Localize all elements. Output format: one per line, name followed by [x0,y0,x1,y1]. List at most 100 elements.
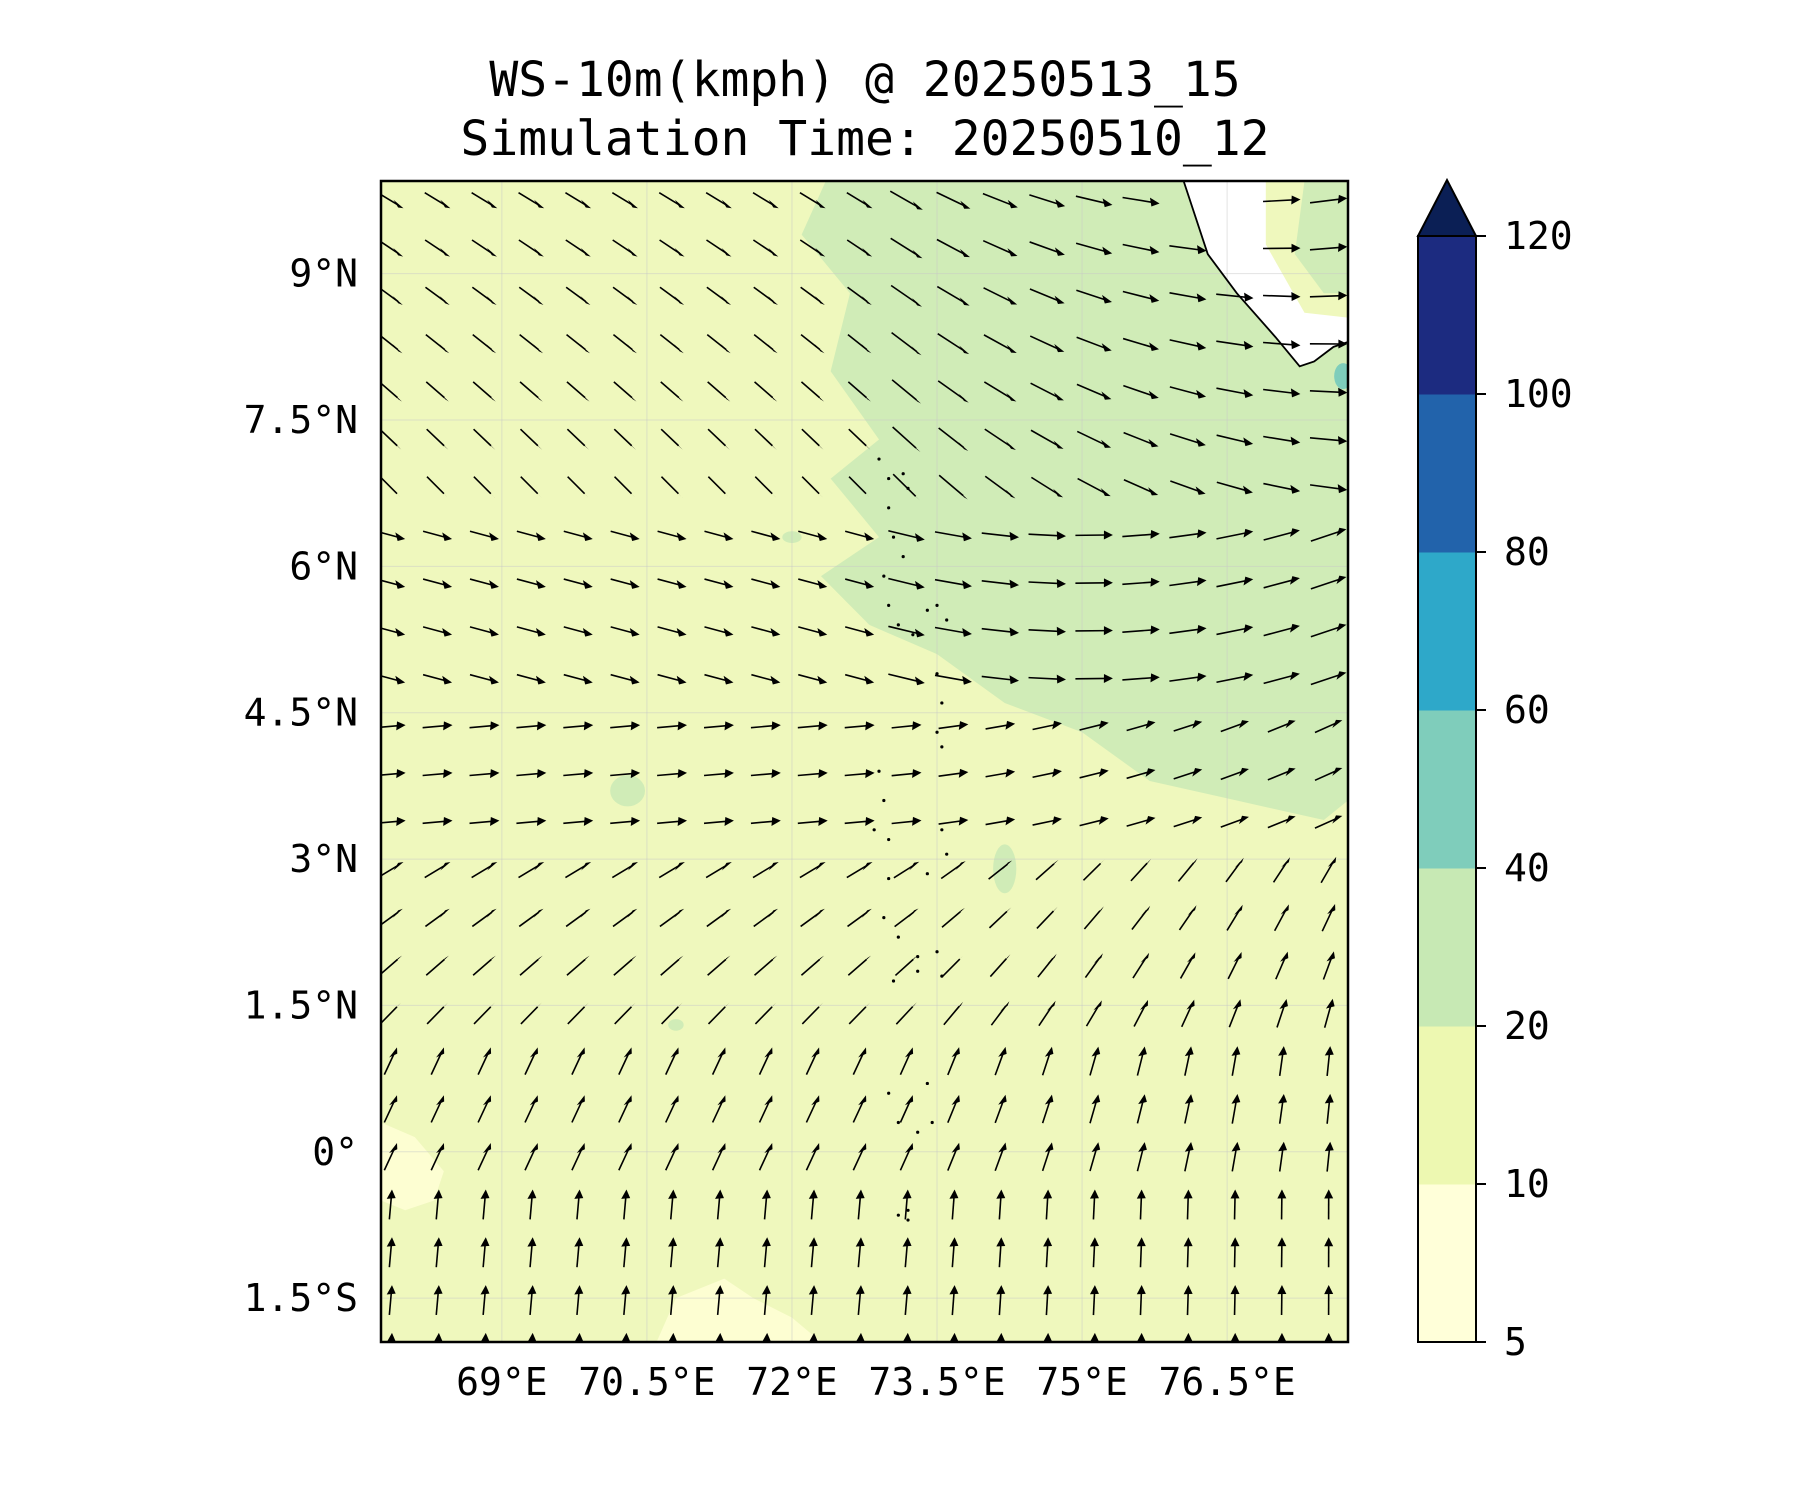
wind-vector [1220,767,1249,781]
wind-vector [703,721,734,731]
wind-vector [805,1143,820,1171]
wind-vector [1263,340,1301,350]
wind-vector [1084,953,1103,979]
wind-vector [844,530,875,542]
island-dot [877,457,881,461]
wind-vector [902,1189,912,1220]
wind-vector [1277,1332,1287,1342]
wind-vector [566,381,590,402]
lat-tick-label: 4.5°N [244,691,358,735]
wind-vector [658,192,685,209]
wind-vector [1267,719,1296,733]
wind-vector [996,1189,1006,1220]
wind-vector [846,239,873,257]
wind-vector [949,1189,959,1220]
wind-vector [855,1237,865,1268]
wind-vector [799,192,826,209]
wind-vector [1123,431,1159,448]
wind-vector [611,862,639,879]
wind-vector [1169,245,1207,255]
wind-vector [469,816,500,826]
wind-vector [381,955,403,975]
wind-vector [947,1142,960,1171]
island-dot [896,935,900,939]
colorbar-tick-label: 5 [1504,1320,1527,1364]
wind-vector [1324,1141,1334,1172]
wind-vector [852,1047,867,1075]
wind-vector [1321,904,1336,932]
island-dot [916,969,920,973]
wind-vector [610,673,640,685]
coastline-india [1182,181,1348,368]
wind-vector [426,476,449,498]
wind-vector [518,286,544,305]
wind-vector [1028,674,1066,684]
lat-tick-label: 3°N [289,837,358,881]
wind-vector [422,626,453,637]
wind-vector [761,1189,771,1220]
wind-vector [1075,673,1113,683]
island-dot [887,837,891,842]
wind-vector [1075,195,1113,208]
wind-vector [471,192,498,209]
wind-vector [1076,289,1112,304]
wind-vector [1173,720,1203,732]
wind-vector [894,955,918,977]
wind-vector [657,816,688,826]
wind-vector [707,381,731,402]
wind-vector [947,1047,960,1076]
wind-vector [1123,384,1159,400]
field-patch-20-40 [668,1019,684,1031]
wind-vector [1136,1142,1147,1172]
wind-vector [753,908,779,928]
wind-vector [424,862,451,879]
wind-vector [1267,767,1296,781]
wind-vector [1126,768,1156,780]
colorbar-segment [1418,1184,1476,1343]
island-dot [896,1213,900,1217]
wind-vector [899,1142,914,1171]
island-dot [930,1120,934,1125]
wind-vector [855,1332,865,1342]
wind-vector [613,955,637,976]
wind-vector [715,1332,724,1342]
wind-vector [805,1095,820,1123]
lat-tick-label: 9°N [289,252,358,296]
island-dot [925,872,929,876]
wind-vector [574,1189,584,1220]
island-dot [906,1208,910,1212]
wind-vector [469,578,499,589]
wind-vector [949,1237,959,1268]
wind-vector [855,1189,865,1220]
wind-vector [1277,1189,1287,1220]
wind-vector [800,286,825,305]
wind-vector [1075,578,1113,588]
wind-vector [1226,904,1243,931]
wind-vector [1273,904,1289,932]
colorbar: 5 10 20 40 60 80 100 120 [1416,177,1573,1364]
wind-vector [1267,815,1296,829]
wind-vector [1085,1000,1102,1027]
coastline [872,181,1348,1222]
wind-vector [1029,288,1065,304]
wind-vector [621,1189,631,1220]
wind-vector [751,673,781,685]
wind-vector [1324,1285,1334,1316]
wind-vector [386,1189,396,1220]
wind-vector [844,769,875,779]
wind-vector [1324,1046,1334,1077]
wind-vector [1314,815,1343,829]
wind-vector [1030,429,1064,449]
wind-vector [621,1237,631,1268]
wind-vector [471,862,498,879]
field-patch-40-60 [1334,363,1348,390]
wind-vector [949,1332,959,1342]
colorbar-extend-arrow [1416,177,1478,237]
wind-vector [659,333,684,354]
wind-vector [808,1189,818,1220]
island-dot [887,876,891,881]
wind-vector [942,954,965,977]
wind-vector [711,1047,726,1075]
wind-vector [386,1285,396,1316]
wind-vector [1173,768,1203,780]
